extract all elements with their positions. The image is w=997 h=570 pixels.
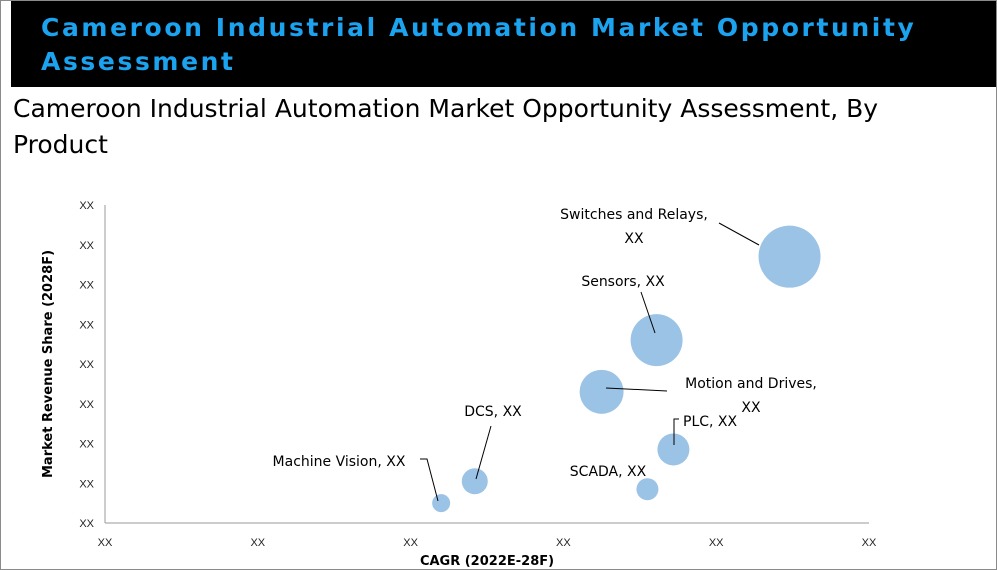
y-tick-label: XX <box>79 478 94 490</box>
x-tick-label: XX <box>250 537 265 549</box>
bubble-motion-and-drives <box>579 369 624 414</box>
leader-line-plc <box>673 418 679 445</box>
x-axis-title: CAGR (2022E-28F) <box>420 554 554 569</box>
bubble-label-switches-and-relays: Switches and Relays, <box>560 207 708 223</box>
x-tick-label: XX <box>403 537 418 549</box>
banner-title: Cameroon Industrial Automation Market Op… <box>41 13 917 76</box>
leader-line-motion-and-drives <box>605 387 668 392</box>
x-tick-label: XX <box>98 537 113 549</box>
bubble-dcs <box>461 468 488 495</box>
y-axis-title: Market Revenue Share (2028F) <box>41 250 56 478</box>
y-tick-label: XX <box>79 200 94 212</box>
leader-line-switches-and-relays <box>718 222 760 246</box>
bubble-label-plc: PLC, XX <box>683 414 738 430</box>
chart-title: Cameroon Industrial Automation Market Op… <box>13 94 879 159</box>
y-tick-label: XX <box>79 280 94 292</box>
bubble-switches-and-relays <box>758 225 821 288</box>
leader-line-machine-vision <box>420 458 439 502</box>
y-tick-label: XX <box>79 319 94 331</box>
leader-line-dcs <box>475 425 492 480</box>
bubble-label-scada: SCADA, XX <box>570 464 647 480</box>
bubble-sensors <box>630 314 683 367</box>
x-tick-label: XX <box>709 537 724 549</box>
leader-line-sensors <box>640 291 656 334</box>
bubble-scada <box>636 478 659 501</box>
bubble-label-motion-and-drives: Motion and Drives, <box>685 376 817 392</box>
y-tick-label: XX <box>79 399 94 411</box>
bubble-value-motion-and-drives: XX <box>741 400 761 416</box>
bubble-machine-vision <box>432 494 451 513</box>
bubble-label-sensors: Sensors, XX <box>581 274 665 290</box>
x-tick-label: XX <box>862 537 877 549</box>
header-banner: Cameroon Industrial Automation Market Op… <box>11 1 996 87</box>
y-tick-label: XX <box>79 240 94 252</box>
x-tick-label: XX <box>556 537 571 549</box>
bubble-label-dcs: DCS, XX <box>464 404 522 420</box>
y-tick-label: XX <box>79 439 94 451</box>
y-tick-label: XX <box>79 359 94 371</box>
bubble-plc <box>657 433 690 466</box>
bubble-value-switches-and-relays: XX <box>624 231 644 247</box>
y-tick-label: XX <box>79 518 94 530</box>
bubble-label-machine-vision: Machine Vision, XX <box>273 454 406 470</box>
